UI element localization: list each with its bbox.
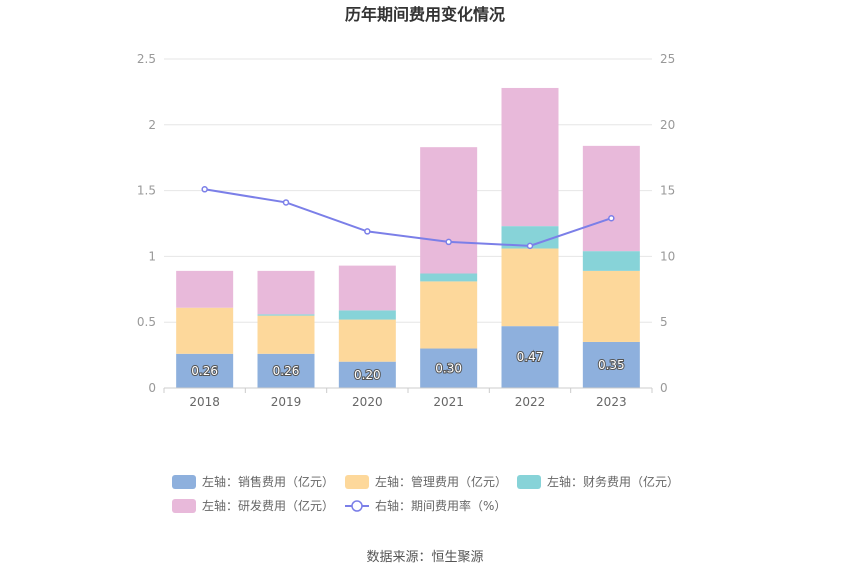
data-labels: 0.26 0.26 0.20 0.30 0.47 0.35	[190, 349, 625, 383]
bar-data-label: 0.26	[191, 364, 218, 378]
left-tick-label: 2.5	[137, 52, 156, 66]
line-series	[201, 186, 615, 250]
bar-segment	[582, 251, 640, 271]
right-tick-label: 15	[660, 184, 675, 198]
bar-segment	[338, 310, 396, 320]
bar-segment	[338, 265, 396, 311]
right-tick-label: 0	[660, 381, 668, 395]
bar-data-label: 0.30	[435, 361, 462, 375]
legend-item[interactable]: 左轴：财务费用（亿元）	[517, 474, 679, 489]
left-tick-label: 1	[148, 249, 156, 263]
left-axis: 0 0.5 1 1.5 2 2.5	[137, 52, 156, 395]
rate-point	[526, 242, 534, 250]
bar-segment	[501, 248, 559, 327]
legend-swatch	[517, 475, 541, 489]
right-tick-label: 20	[660, 118, 675, 132]
bar-segment	[257, 315, 315, 354]
legend-label: 左轴：研发费用（亿元）	[202, 498, 334, 513]
right-tick-label: 5	[660, 315, 668, 329]
bar-segment	[338, 319, 396, 362]
bar-segment	[420, 273, 478, 282]
x-tick-label: 2019	[271, 395, 302, 409]
rate-point	[201, 186, 208, 193]
legend-label: 左轴：销售费用（亿元）	[202, 474, 334, 489]
bar-data-label: 0.26	[273, 364, 300, 378]
source-note: 数据来源：恒生聚源	[366, 550, 483, 565]
legend-label: 左轴：财务费用（亿元）	[547, 474, 679, 489]
bar-segment	[420, 281, 478, 349]
rate-point	[445, 238, 452, 246]
legend-marker	[351, 500, 363, 512]
bar-data-label: 0.35	[598, 358, 625, 372]
bar-segment	[420, 348, 478, 388]
legend-item[interactable]: 左轴：销售费用（亿元）	[172, 474, 334, 489]
right-tick-label: 10	[660, 249, 675, 263]
bar-segment	[501, 87, 559, 227]
bar-segment	[582, 270, 640, 342]
bar-segment	[501, 226, 559, 249]
bar-data-label: 0.47	[517, 350, 544, 364]
chart-title: 历年期间费用变化情况	[345, 5, 505, 24]
x-axis: 2018 2019 2020 2021 2022 2023	[163, 387, 653, 409]
bar-segment	[338, 361, 396, 388]
legend-swatch	[345, 475, 369, 489]
left-tick-label: 1.5	[137, 184, 156, 198]
bar-segment	[257, 353, 315, 388]
bar-segment	[582, 145, 640, 252]
x-tick-label: 2023	[596, 395, 627, 409]
legend-item[interactable]: 左轴：管理费用（亿元）	[345, 474, 507, 489]
bar-segment	[176, 307, 234, 354]
right-tick-label: 25	[660, 52, 675, 66]
bar-segment	[257, 314, 315, 316]
bar-segment	[501, 326, 559, 388]
legend-swatch	[172, 475, 196, 489]
left-tick-label: 0.5	[137, 315, 156, 329]
x-tick-label: 2018	[189, 395, 220, 409]
x-tick-label: 2020	[352, 395, 383, 409]
bar-series	[176, 87, 640, 388]
bar-segment	[257, 270, 315, 315]
legend[interactable]: 左轴：销售费用（亿元） 左轴：管理费用（亿元） 左轴：财务费用（亿元） 左轴：研发费用…	[172, 474, 679, 513]
bar-segment	[582, 341, 640, 388]
x-tick-label: 2022	[515, 395, 546, 409]
left-tick-label: 0	[148, 381, 156, 395]
right-axis: 0 5 10 15 20 25	[660, 52, 675, 395]
bar-segment	[176, 270, 234, 308]
legend-label: 右轴：期间费用率（%）	[375, 498, 506, 513]
grid-lines	[164, 58, 652, 323]
legend-swatch	[172, 499, 196, 513]
rate-line	[204, 188, 612, 247]
bar-segment	[176, 353, 234, 388]
legend-item[interactable]: 左轴：研发费用（亿元）	[172, 498, 334, 513]
rate-point	[364, 228, 371, 235]
bar-segment	[420, 147, 478, 274]
rate-point	[608, 214, 615, 222]
bar-data-label: 0.20	[354, 368, 381, 382]
legend-label: 左轴：管理费用（亿元）	[375, 474, 507, 489]
x-tick-label: 2021	[433, 395, 464, 409]
left-tick-label: 2	[148, 118, 156, 132]
legend-item[interactable]: 右轴：期间费用率（%）	[345, 498, 506, 513]
rate-point	[282, 199, 290, 206]
